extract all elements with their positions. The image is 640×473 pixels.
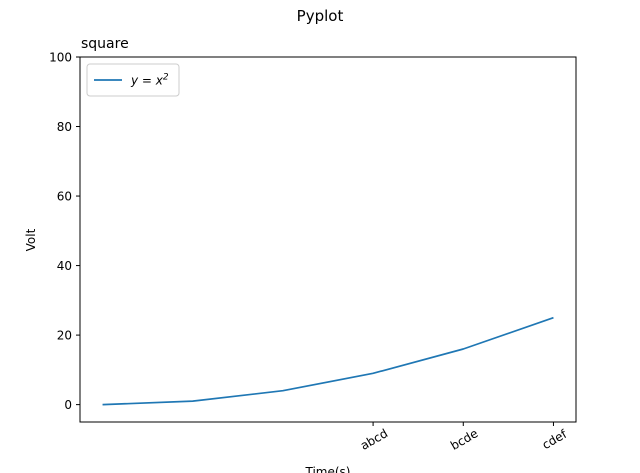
y-tick-label: 60 <box>57 190 72 204</box>
series-line <box>102 316 554 406</box>
figure-suptitle: Pyplot <box>297 7 344 25</box>
y-tick-label: 40 <box>57 259 72 273</box>
y-axis-label: Volt <box>24 228 38 251</box>
legend-box <box>86 63 180 97</box>
y-tick-label: 20 <box>57 329 72 343</box>
y-tick-label: 100 <box>49 51 72 65</box>
legend: y = x2 <box>86 63 180 97</box>
y-tick-label: 0 <box>64 398 72 412</box>
axes-title: square <box>81 36 129 52</box>
y-tick-label: 80 <box>57 120 72 134</box>
x-axis-label: Time(s) <box>305 465 351 473</box>
axes-frame <box>79 56 577 423</box>
legend-label: y = x2 <box>130 73 169 88</box>
